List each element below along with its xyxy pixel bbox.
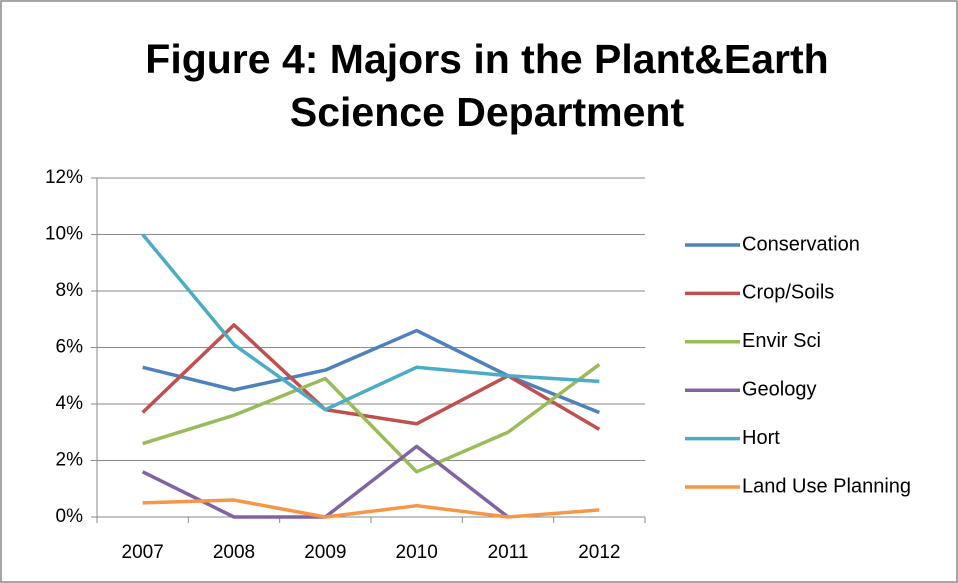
legend-label: Geology [742,378,817,400]
x-tick-label: 2009 [304,542,346,563]
series-line [142,328,600,415]
legend-label: Conservation [742,233,860,255]
y-tick-label: 6% [56,337,84,358]
series-line [141,233,600,412]
y-tick-label: 12% [45,167,83,188]
y-tick-label: 8% [56,280,84,301]
y-tick-label: 4% [56,393,84,414]
y-tick-label: 10% [45,224,83,245]
series-line [142,363,601,474]
x-tick-label: 2012 [578,542,620,563]
y-tick-label: 2% [56,450,84,471]
legend-label: Crop/Soils [742,282,834,304]
legend-label: Envir Sci [742,330,821,352]
series-line [142,498,600,519]
legend-label: Land Use Planning [742,475,911,497]
x-tick-label: 2007 [122,542,164,563]
x-tick-label: 2008 [213,542,255,563]
legend-label: Hort [742,427,780,449]
x-tick-label: 2011 [488,542,529,563]
y-tick-label: 0% [56,506,84,527]
chart-title: Figure 4: Majors in the Plant&Earth [145,36,828,82]
chart-title: Science Department [290,89,685,135]
x-tick-label: 2010 [396,542,438,563]
series-line [141,323,601,431]
